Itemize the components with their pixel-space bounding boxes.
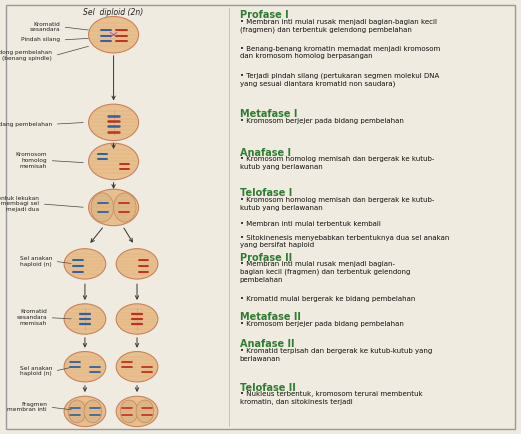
Text: • Terjadi pindah silang (pertukaran segmen molekul DNA
yang sesuai diantara krom: • Terjadi pindah silang (pertukaran segm… (240, 72, 439, 87)
Text: • Kromosom berjejer pada bidang pembelahan: • Kromosom berjejer pada bidang pembelah… (240, 118, 404, 124)
Text: Telofase II: Telofase II (240, 383, 295, 393)
Text: Terbentuk lekukan
untuk membagi sel
mejadi dua: Terbentuk lekukan untuk membagi sel meja… (0, 196, 39, 212)
Text: Pindah silang: Pindah silang (21, 37, 60, 43)
Ellipse shape (84, 400, 102, 423)
Text: • Kromatid mulai bergerak ke bidang pembelahan: • Kromatid mulai bergerak ke bidang pemb… (240, 296, 415, 302)
Text: Anafase I: Anafase I (240, 148, 291, 158)
Ellipse shape (114, 193, 136, 222)
Text: • Kromosom homolog memisah dan bergerak ke kutub-
kutub yang berlawanan: • Kromosom homolog memisah dan bergerak … (240, 197, 434, 210)
Text: • Benang-benang kromatin memadat menjadi kromosom
dan kromosom homolog berpasang: • Benang-benang kromatin memadat menjadi… (240, 46, 440, 59)
Text: • Membran inti mulai rusak menjadi bagian-
bagian kecil (fragmen) dan terbentuk : • Membran inti mulai rusak menjadi bagia… (240, 261, 410, 283)
Ellipse shape (89, 104, 139, 141)
Text: Metafase I: Metafase I (240, 109, 297, 119)
Text: Profase I: Profase I (240, 10, 288, 20)
Text: Fragmen
membran inti: Fragmen membran inti (7, 402, 47, 412)
Ellipse shape (120, 400, 138, 423)
Text: Gelendong pembelahan
(benang spindle): Gelendong pembelahan (benang spindle) (0, 50, 52, 61)
Text: • Kromosom berjejer pada bidang pembelahan: • Kromosom berjejer pada bidang pembelah… (240, 321, 404, 327)
Text: Sel anakan
haploid (n): Sel anakan haploid (n) (20, 366, 52, 376)
Ellipse shape (116, 396, 158, 427)
Ellipse shape (89, 143, 139, 180)
Text: • Kromosom homolog memisah dan bergerak ke kutub-
kutub yang berlawanan: • Kromosom homolog memisah dan bergerak … (240, 156, 434, 170)
Ellipse shape (116, 304, 158, 334)
Ellipse shape (116, 249, 158, 279)
Text: Bidang pembelahan: Bidang pembelahan (0, 122, 52, 127)
Ellipse shape (89, 16, 139, 53)
Ellipse shape (64, 352, 106, 382)
Text: Kromatid
sesandara
memisah: Kromatid sesandara memisah (16, 309, 47, 326)
Text: Profase II: Profase II (240, 253, 292, 263)
Ellipse shape (64, 396, 106, 427)
Text: Kromatid
sesandara: Kromatid sesandara (29, 22, 60, 32)
Ellipse shape (68, 400, 86, 423)
Text: Anafase II: Anafase II (240, 339, 294, 349)
Text: • Membran inti mulai rusak menjadi bagian-bagian kecil
(fragmen) dan terbentuk g: • Membran inti mulai rusak menjadi bagia… (240, 19, 437, 33)
Ellipse shape (89, 189, 139, 226)
Ellipse shape (116, 352, 158, 382)
Ellipse shape (91, 193, 114, 222)
Text: • Nukleus terbentuk, kromosom terurai membentuk
kromatin, dan sitokinesis terjad: • Nukleus terbentuk, kromosom terurai me… (240, 391, 423, 405)
Ellipse shape (64, 304, 106, 334)
Text: • Sitokinenesis menyebabkan terbentuknya dua sel anakan
yang bersifat haploid: • Sitokinenesis menyebabkan terbentuknya… (240, 235, 449, 248)
Text: Sel  diploid (2n): Sel diploid (2n) (83, 8, 144, 17)
Ellipse shape (64, 249, 106, 279)
Text: Kromosom
homolog
memisah: Kromosom homolog memisah (15, 152, 47, 169)
Text: Sel anakan
haploid (n): Sel anakan haploid (n) (20, 256, 52, 266)
Ellipse shape (136, 400, 154, 423)
Text: Metafase II: Metafase II (240, 312, 301, 322)
Text: Telofase I: Telofase I (240, 188, 292, 198)
Text: • Kromatid terpisah dan bergerak ke kutub-kutub yang
berlawanan: • Kromatid terpisah dan bergerak ke kutu… (240, 348, 432, 362)
Text: • Membran inti mulai terbentuk kembali: • Membran inti mulai terbentuk kembali (240, 221, 380, 227)
